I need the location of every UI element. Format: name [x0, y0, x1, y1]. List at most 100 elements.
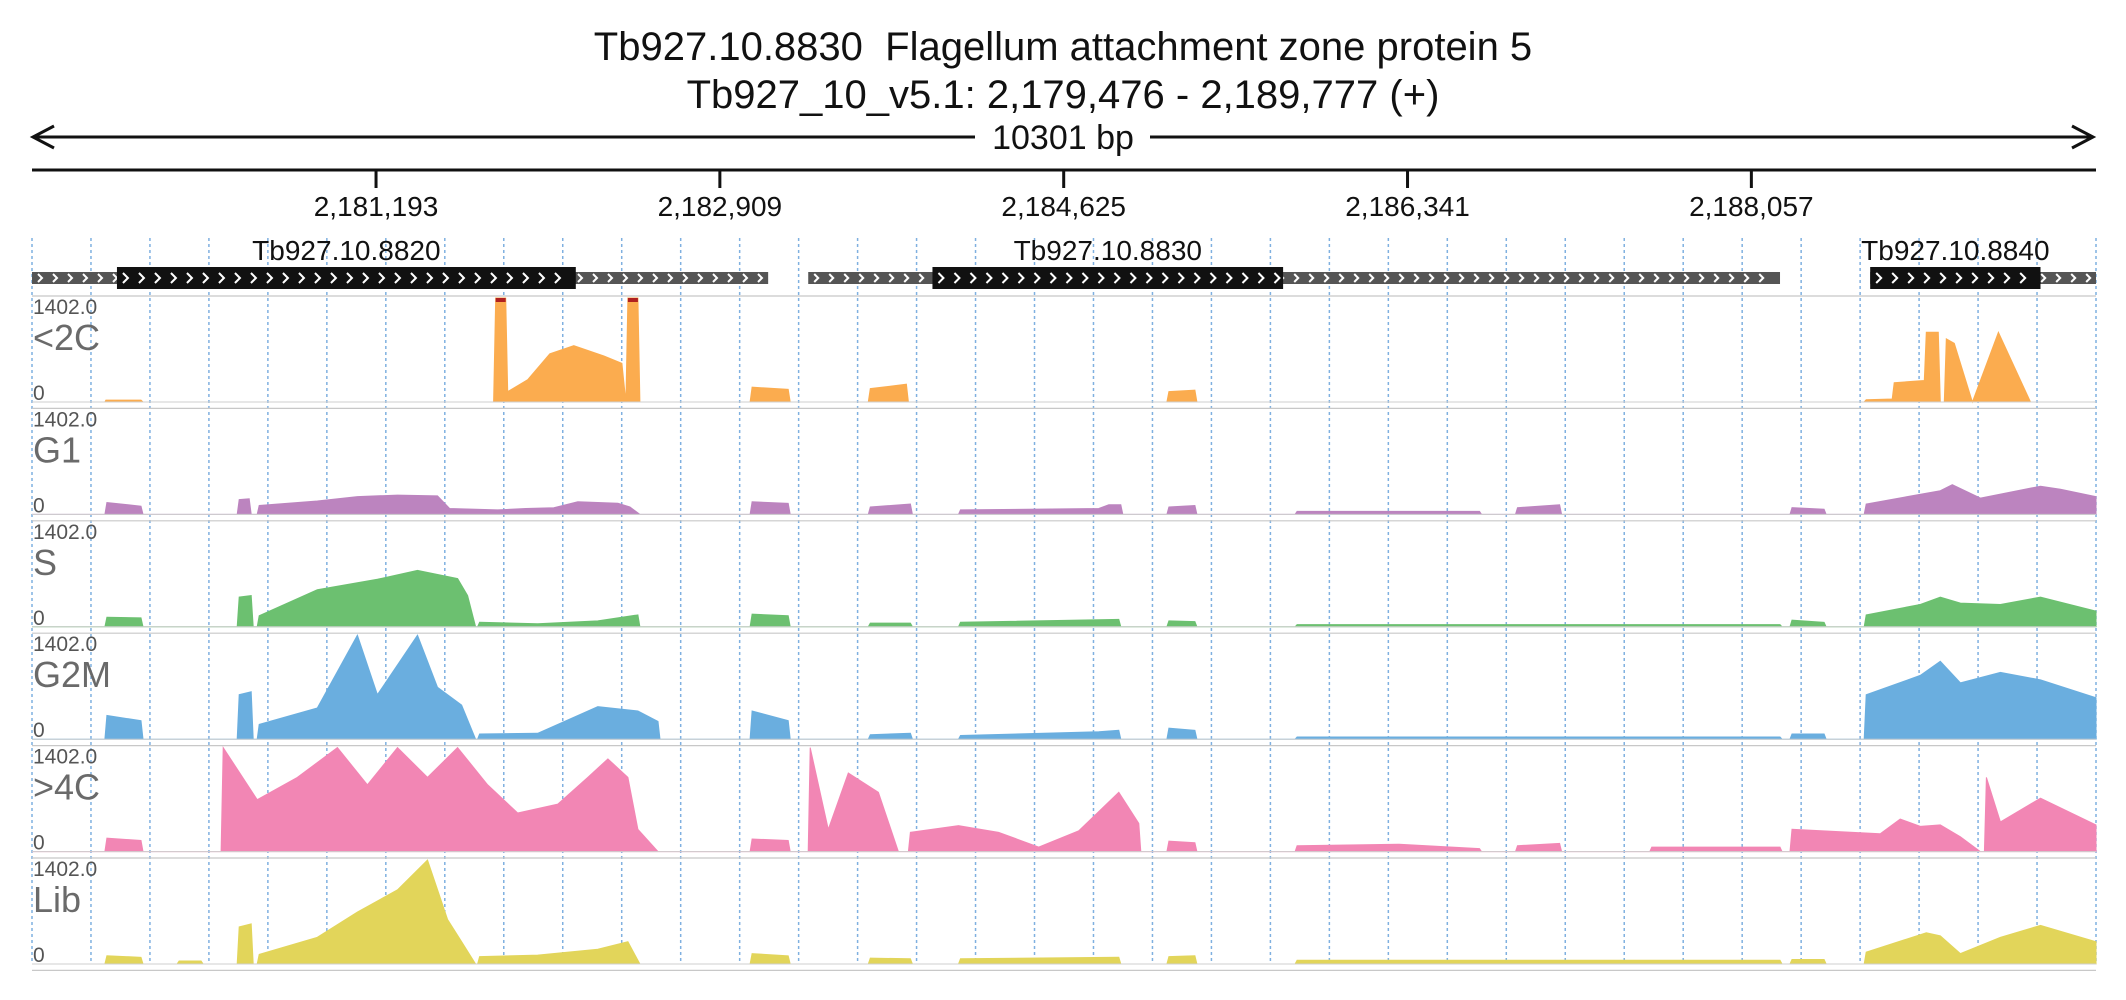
chevron-right-icon [154, 272, 162, 284]
chevron-right-icon [346, 272, 354, 284]
chevron-right-icon [1668, 273, 1675, 283]
chevron-right-icon [1458, 273, 1465, 283]
axis-tick-label: 2,182,909 [658, 191, 783, 222]
chevron-right-icon [490, 272, 498, 284]
chevron-right-icon [67, 273, 74, 283]
gene-model[interactable]: Tb927.10.8830 [808, 235, 1781, 289]
chevron-right-icon [2070, 273, 2077, 283]
chevron-right-icon [1113, 272, 1121, 284]
chevron-right-icon [888, 273, 895, 283]
chevron-right-icon [1608, 273, 1615, 283]
chevron-right-icon [637, 273, 644, 283]
coverage-area [32, 633, 2097, 740]
chevron-right-icon [607, 273, 614, 283]
chevron-right-icon [522, 272, 530, 284]
track-name: S [33, 542, 57, 583]
track-name: <2C [33, 317, 100, 358]
chevron-right-icon [442, 272, 450, 284]
chevron-right-icon [985, 272, 993, 284]
coverage-tracks: 1402.00<2C1402.00G11402.00S1402.00G2M140… [32, 295, 2097, 972]
chevron-right-icon [298, 272, 306, 284]
chevron-right-icon [1907, 272, 1915, 284]
chevron-right-icon [2019, 272, 2027, 284]
chevron-right-icon [1398, 273, 1405, 283]
chevron-right-icon [1578, 273, 1585, 283]
chevron-right-icon [1353, 273, 1360, 283]
gene-model[interactable]: Tb927.10.8840 [1861, 235, 2096, 289]
chevron-right-icon [1081, 272, 1089, 284]
chevron-right-icon [314, 272, 322, 284]
span-ruler: 10301 bp [29, 119, 2097, 157]
strand-chevrons [937, 272, 1281, 284]
coverage-area [32, 569, 2097, 628]
chevron-right-icon [1193, 272, 1201, 284]
chevron-right-icon [1683, 273, 1690, 283]
chevron-right-icon [218, 272, 226, 284]
chevron-right-icon [474, 272, 482, 284]
chevron-right-icon [682, 273, 689, 283]
chevron-right-icon [1017, 272, 1025, 284]
chevron-right-icon [1428, 273, 1435, 283]
chevron-right-icon [122, 272, 130, 284]
chevron-right-icon [234, 272, 242, 284]
chevron-right-icon [2055, 273, 2062, 283]
strand-chevrons [122, 272, 562, 284]
gene-label: Tb927.10.8840 [1861, 235, 2049, 266]
chevron-right-icon [757, 273, 764, 283]
chart-subtitle: Tb927_10_v5.1: 2,179,476 - 2,189,777 (+) [686, 73, 1440, 117]
chevron-right-icon [1653, 273, 1660, 283]
chevron-right-icon [712, 273, 719, 283]
chevron-right-icon [2003, 272, 2011, 284]
chevron-right-icon [918, 273, 925, 283]
chevron-right-icon [592, 273, 599, 283]
coverage-area [32, 297, 2096, 404]
chevron-right-icon [1383, 273, 1390, 283]
chevron-right-icon [506, 272, 514, 284]
chevron-right-icon [1939, 272, 1947, 284]
chevron-right-icon [378, 272, 386, 284]
track-ymin-label: 0 [33, 719, 45, 742]
gene-label: Tb927.10.8820 [252, 235, 440, 266]
chevron-right-icon [250, 272, 258, 284]
chevron-right-icon [37, 273, 44, 283]
clip-marker [495, 298, 506, 302]
span-arrow-right-icon [2071, 124, 2097, 150]
chevron-right-icon [1413, 273, 1420, 283]
axis-tick-label: 2,186,341 [1345, 191, 1470, 222]
chevron-right-icon [538, 272, 546, 284]
span-label: 10301 bp [992, 119, 1134, 157]
chevron-right-icon [1065, 272, 1073, 284]
chevron-right-icon [202, 272, 210, 284]
chevron-right-icon [138, 272, 146, 284]
chevron-right-icon [554, 272, 562, 284]
axis-tick-label: 2,181,193 [314, 191, 439, 222]
gene-model[interactable]: Tb927.10.8820 [32, 235, 769, 289]
chevron-right-icon [1533, 273, 1540, 283]
coordinate-axis: 2,181,193 2,182,909 2,184,625 2,186,341 2,18… [32, 168, 2096, 222]
chevron-right-icon [330, 272, 338, 284]
chevron-right-icon [52, 273, 59, 283]
chevron-right-icon [82, 273, 89, 283]
gene-cds [932, 267, 1284, 289]
chevron-right-icon [1698, 273, 1705, 283]
chevron-right-icon [697, 273, 704, 283]
chevron-right-icon [186, 272, 194, 284]
chevron-right-icon [1033, 272, 1041, 284]
track-ymin-label: 0 [33, 607, 45, 630]
strand-chevrons [1875, 272, 2027, 284]
chevron-right-icon [1923, 272, 1931, 284]
chevron-right-icon [1209, 272, 1217, 284]
chevron-right-icon [2040, 273, 2047, 283]
chevron-right-icon [937, 272, 945, 284]
track-ymax-label: 1402.0 [33, 408, 97, 431]
chevron-right-icon [1955, 272, 1963, 284]
coverage-track: 1402.0 0 >4C [32, 744, 2097, 855]
coverage-area [32, 484, 2097, 515]
chevron-right-icon [1129, 272, 1137, 284]
chevron-right-icon [1503, 273, 1510, 283]
chevron-right-icon [969, 272, 977, 284]
track-ymin-label: 0 [33, 494, 45, 517]
gene-cds [1870, 267, 2041, 289]
chevron-right-icon [903, 273, 910, 283]
chevron-right-icon [1097, 272, 1105, 284]
